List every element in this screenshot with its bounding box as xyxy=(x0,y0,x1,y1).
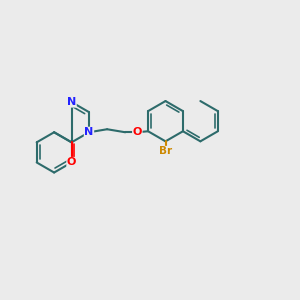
Text: N: N xyxy=(84,127,94,137)
Text: O: O xyxy=(133,127,142,137)
Text: Br: Br xyxy=(159,146,172,156)
Text: O: O xyxy=(67,158,76,167)
Text: N: N xyxy=(67,97,76,107)
